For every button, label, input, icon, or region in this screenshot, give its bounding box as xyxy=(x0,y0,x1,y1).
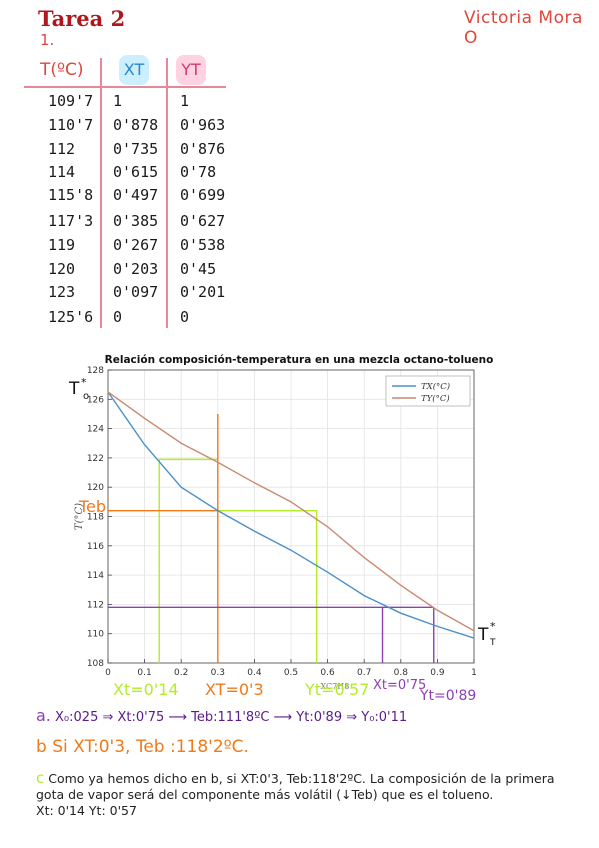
y-axis-label: T(°C) xyxy=(74,503,85,530)
cell-xt: 0'878 xyxy=(113,116,159,134)
cell-temperature: 110'7 xyxy=(48,116,94,134)
answer-b-letter: b xyxy=(36,737,47,757)
answer-a-letter: a. xyxy=(36,706,51,725)
cell-yt: 0'699 xyxy=(180,186,226,204)
x-tick-label: 0.9 xyxy=(430,668,445,678)
x-annotation-label: Xt=0'75 xyxy=(373,678,426,693)
label-tt-sub: T xyxy=(489,638,496,648)
answer-c: c Como ya hemos dicho en b, si XT:0'3, T… xyxy=(36,770,556,819)
table-column-divider xyxy=(100,58,102,328)
cell-yt: 0'201 xyxy=(180,283,226,301)
y-tick-label: 120 xyxy=(87,483,104,493)
phase-diagram-chart: 0 0.1 0.2 0.3 0.4 0.5 0.6 0.7 0.8 0.9 1 108 110 112 11… xyxy=(68,354,496,703)
y-tick-label: 118 xyxy=(87,513,104,523)
cell-yt: 1 xyxy=(180,92,190,110)
label-t0: T xyxy=(68,379,80,399)
cell-xt: 0'735 xyxy=(113,140,159,158)
cell-yt: 0'876 xyxy=(180,140,226,158)
cell-temperature: 119 xyxy=(48,236,76,254)
cell-temperature: 120 xyxy=(48,260,76,278)
legend-box xyxy=(385,375,471,407)
x-axis-label: XC7H8 xyxy=(320,682,349,691)
y-tick-label: 126 xyxy=(87,395,104,405)
column-header-xt: XT xyxy=(119,55,149,85)
y-tick-label: 124 xyxy=(87,425,104,435)
answer-b-text: Si XT:0'3, Teb :118'2ºC. xyxy=(52,737,249,757)
cell-temperature: 125'6 xyxy=(48,308,94,326)
y-tick-label: 128 xyxy=(87,366,104,376)
cell-xt: 0'497 xyxy=(113,186,159,204)
table-column-divider xyxy=(166,58,168,328)
cell-temperature: 109'7 xyxy=(48,92,94,110)
series-line-1 xyxy=(107,391,475,639)
x-tick-label: 1 xyxy=(471,668,477,678)
y-tick-label: 116 xyxy=(87,542,104,552)
cell-xt: 0'267 xyxy=(113,236,159,254)
x-tick-label: 0.4 xyxy=(247,668,262,678)
cell-temperature: 117'3 xyxy=(48,212,94,230)
label-teb: Teb xyxy=(78,497,106,516)
cell-temperature: 114 xyxy=(48,163,76,181)
cell-yt: 0'78 xyxy=(180,163,217,181)
exercise-number: 1. xyxy=(40,31,55,49)
answer-a-text: X₀:025 ⇒ Xt:0'75 ⟶ Teb:111'8ºC ⟶ Yt:0'89… xyxy=(55,710,408,725)
cell-yt: 0'963 xyxy=(180,116,226,134)
cell-temperature: 115'8 xyxy=(48,186,94,204)
label-t0-star: * xyxy=(81,376,87,389)
x-tick-label: 0.6 xyxy=(320,668,335,678)
x-tick-label: 0.2 xyxy=(174,668,188,678)
x-tick-label: 0.1 xyxy=(137,668,151,678)
x-annotation-label: XT=0'3 xyxy=(205,680,264,699)
label-tt: T xyxy=(477,625,489,645)
page-title: Tarea 2 xyxy=(38,6,126,31)
answer-c-values: Xt: 0'14 Yt: 0'57 xyxy=(36,803,137,818)
cell-xt: 0'203 xyxy=(113,260,159,278)
construction-line xyxy=(217,509,318,663)
cell-temperature: 123 xyxy=(48,283,76,301)
x-tick-label: 0 xyxy=(105,668,111,678)
x-tick-label: 0.3 xyxy=(211,668,225,678)
x-annotation-label: Yt=0'89 xyxy=(419,688,476,703)
column-header-temperature: T(ºC) xyxy=(40,60,84,80)
y-tick-label: 110 xyxy=(87,630,104,640)
cell-yt: 0 xyxy=(180,308,190,326)
label-tt-star: * xyxy=(490,620,496,633)
cell-yt: 0'538 xyxy=(180,236,226,254)
label-t0-sub: o xyxy=(83,391,89,402)
cell-xt: 0'385 xyxy=(113,212,159,230)
legend-entry: TY(°C) xyxy=(421,393,450,404)
y-tick-label: 114 xyxy=(87,571,104,581)
y-tick-label: 112 xyxy=(87,600,104,610)
cell-temperature: 112 xyxy=(48,140,76,158)
x-tick-label: 0.5 xyxy=(284,668,298,678)
x-annotation-label: Xt=0'14 xyxy=(113,680,179,699)
cell-yt: 0'45 xyxy=(180,260,217,278)
answer-a: a. X₀:025 ⇒ Xt:0'75 ⟶ Teb:111'8ºC ⟶ Yt:0… xyxy=(36,706,407,725)
legend-entry: TX(°C) xyxy=(421,381,450,392)
cell-xt: 0'097 xyxy=(113,283,159,301)
y-tick-label: 122 xyxy=(87,454,104,464)
answer-c-text: Como ya hemos dicho en b, si XT:0'3, Teb… xyxy=(36,771,555,802)
cell-xt: 1 xyxy=(113,92,123,110)
construction-line xyxy=(158,458,218,663)
table-header-divider xyxy=(24,86,226,88)
x-tick-label: 0.8 xyxy=(394,668,409,678)
y-tick-label: 108 xyxy=(87,659,104,669)
series-line-2 xyxy=(107,391,475,632)
answer-c-letter: c xyxy=(36,769,45,787)
chart-title: Relación composición-temperatura en una … xyxy=(105,354,494,366)
cell-yt: 0'627 xyxy=(180,212,226,230)
column-header-yt: YT xyxy=(176,55,206,85)
answer-b: b Si XT:0'3, Teb :118'2ºC. xyxy=(36,737,249,757)
cell-xt: 0 xyxy=(113,308,123,326)
x-tick-label: 0.7 xyxy=(357,668,371,678)
cell-xt: 0'615 xyxy=(113,163,159,181)
author-name: Victoria Mora O xyxy=(464,8,583,48)
x-annotation-label: Yt=0'57 xyxy=(304,680,369,699)
